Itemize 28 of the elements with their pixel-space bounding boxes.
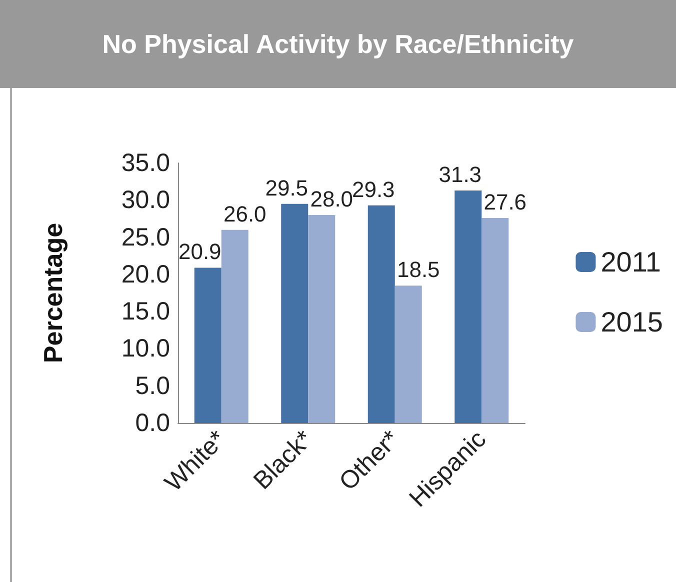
bar [454,190,482,423]
data-label: 27.6 [484,189,527,214]
y-axis-title: Percentage [38,222,68,364]
chart-title: No Physical Activity by Race/Ethnicity [0,0,676,88]
bar [221,230,248,423]
y-tick-label: 20.0 [121,260,170,288]
data-label: 20.9 [178,239,222,264]
data-label: 26.0 [223,201,266,226]
y-tick-label: 5.0 [135,372,170,400]
bar [194,268,222,423]
bar [368,205,395,423]
bar [281,204,308,423]
bar [482,218,509,423]
y-tick-label: 25.0 [121,223,170,252]
data-label: 31.3 [438,162,482,187]
y-tick-label: 10.0 [121,334,170,363]
bar [394,286,422,423]
data-label: 18.5 [396,257,440,282]
data-label: 28.0 [310,186,354,212]
y-tick-label: 30.0 [121,186,170,214]
y-tick-label: 15.0 [121,298,170,326]
y-tick-label: 0.0 [135,409,170,437]
legend-label: 2011 [600,246,661,278]
y-tick-label: 35.0 [121,149,170,177]
legend-label: 2015 [600,306,664,338]
data-label: 29.3 [352,176,395,202]
bar [308,215,336,423]
data-label: 29.5 [265,175,308,200]
